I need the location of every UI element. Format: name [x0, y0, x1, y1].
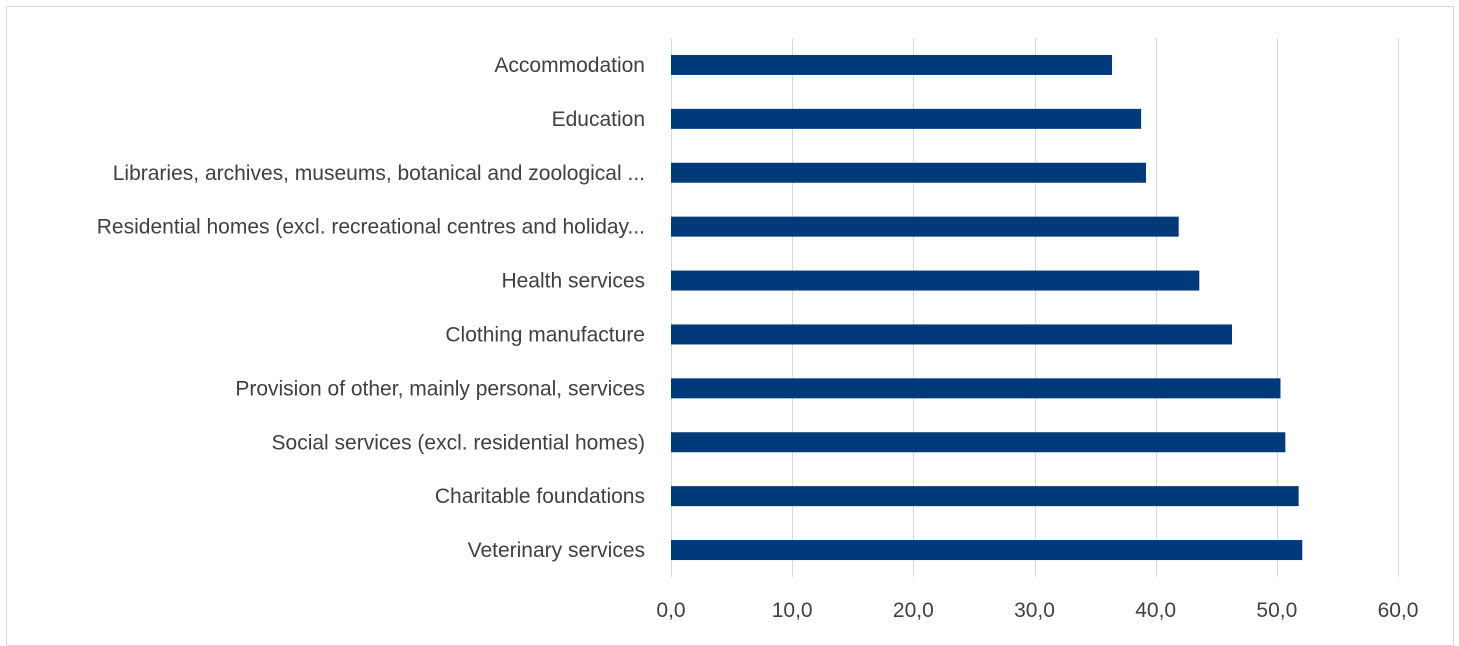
category-label: Provision of other, mainly personal, ser…: [235, 377, 645, 400]
bars: [671, 54, 1303, 561]
x-tick-label: 20,0: [893, 599, 934, 622]
x-tick-label: 30,0: [1014, 599, 1055, 622]
bar: [671, 432, 1286, 453]
x-tick-label: 0,0: [656, 599, 685, 622]
category-label: Veterinary services: [468, 539, 645, 562]
category-label: Residential homes (excl. recreational ce…: [97, 216, 645, 239]
bar: [671, 108, 1142, 129]
bar: [671, 162, 1146, 183]
bar: [671, 324, 1233, 345]
x-tick-label: 40,0: [1135, 599, 1176, 622]
bar: [671, 486, 1299, 507]
category-label: Education: [552, 108, 645, 131]
category-labels: Accommodation Education Libraries, archive…: [97, 54, 645, 562]
bar: [671, 378, 1281, 399]
bar: [671, 216, 1179, 237]
x-tick-label: 10,0: [772, 599, 813, 622]
category-label: Accommodation: [494, 54, 645, 77]
category-label: Libraries, archives, museums, botanical …: [113, 162, 645, 185]
category-label: Health services: [501, 270, 645, 293]
x-tick-label: 60,0: [1378, 599, 1419, 622]
category-label: Social services (excl. residential homes…: [272, 431, 645, 454]
bar: [671, 540, 1303, 561]
x-tick-label: 50,0: [1256, 599, 1297, 622]
x-axis-ticks: 0,0 10,0 20,0 30,0 40,0 50,0 60,0: [656, 599, 1418, 622]
bar: [671, 54, 1113, 75]
bar: [671, 270, 1200, 291]
category-label: Charitable foundations: [435, 485, 645, 508]
category-label: Clothing manufacture: [445, 323, 645, 346]
